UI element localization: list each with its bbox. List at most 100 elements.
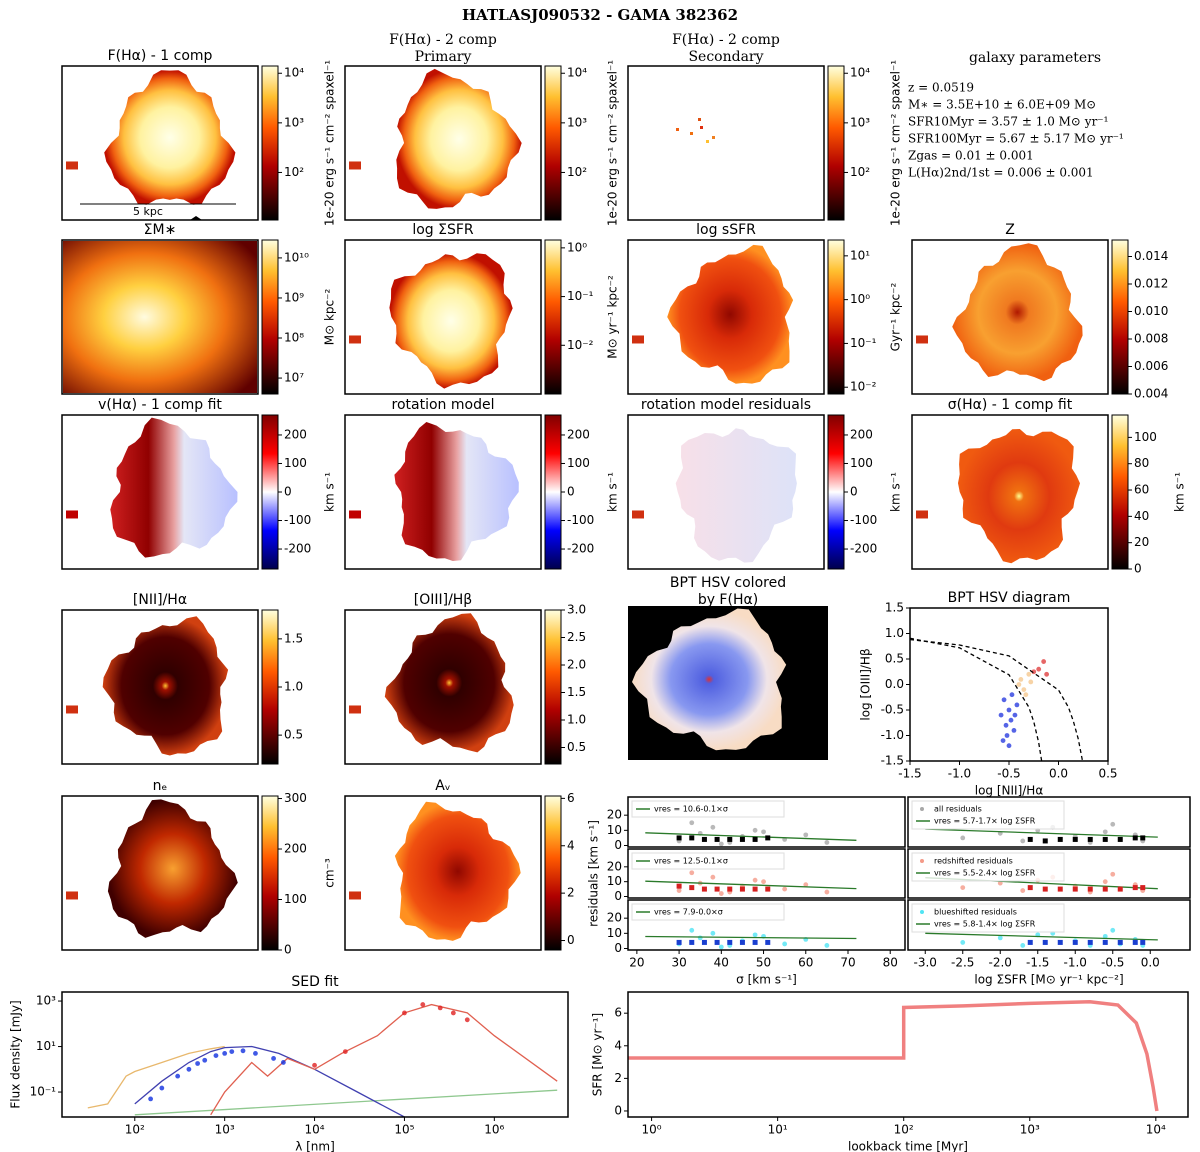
median-marker [1102, 939, 1108, 945]
x-tick-label: -2.5 [951, 956, 974, 970]
median-marker [1132, 885, 1138, 891]
parameter-line: SFR100Myr = 5.67 ± 5.17 M⊙ yr⁻¹ [908, 132, 1124, 146]
colorbar-tick-label: 0.5 [284, 728, 303, 742]
y-tick-label: 10 [607, 874, 622, 888]
median-marker [1087, 836, 1093, 842]
y-axis-label: log [OIII]/Hβ [859, 648, 873, 720]
point [689, 927, 695, 933]
point [782, 886, 788, 892]
point [697, 935, 703, 941]
point [280, 1060, 286, 1065]
x-axis-label: λ [nm] [295, 1140, 335, 1152]
x-tick-label: 80 [883, 956, 898, 970]
map-title: rotation model residuals [641, 397, 811, 413]
median-marker [676, 939, 682, 945]
median-marker [1102, 836, 1108, 842]
y-tick-label: 20 [607, 808, 622, 822]
point [1036, 666, 1042, 672]
colorbar-label: cm⁻³ [323, 858, 337, 888]
map-frame [61, 414, 259, 570]
point [752, 877, 758, 883]
median-marker [701, 836, 707, 842]
colorbar-tick-label: 100 [284, 892, 307, 906]
median-marker [739, 939, 745, 945]
colorbar-tick-label: 0.5 [567, 740, 586, 754]
point [710, 824, 716, 830]
point [1110, 871, 1116, 877]
median-marker [714, 939, 720, 945]
median-marker [689, 835, 695, 841]
x-tick-label: 20 [629, 956, 644, 970]
y-tick-label: -0.5 [881, 703, 904, 717]
point [1102, 879, 1108, 885]
parameter-line: Zgas = 0.01 ± 0.001 [908, 149, 1034, 163]
point [342, 1049, 348, 1054]
median-marker [1087, 939, 1093, 945]
colorbar-tick-label: 3.0 [567, 603, 586, 617]
colorbar-tick-label: 10³ [567, 115, 587, 129]
legend-label: blueshifted residuals [934, 908, 1017, 917]
map-background [628, 66, 824, 220]
legend-label: vres = 5.7-1.7× log ΣSFR [934, 817, 1036, 826]
x-axis-label: log [NII]/Hα [975, 784, 1044, 798]
point [450, 1010, 456, 1016]
x-axis-label: log ΣSFR [M⊙ yr⁻¹ kpc⁻²] [974, 973, 1123, 987]
point [710, 930, 716, 936]
median-marker [727, 939, 733, 945]
point [229, 1049, 235, 1054]
median-marker [689, 885, 695, 891]
map-pixel [66, 510, 78, 519]
colorbar-tick-label: 10² [567, 165, 587, 179]
map-pixel [349, 335, 361, 344]
legend-label: vres = 10.6-0.1×σ [654, 805, 728, 814]
point [253, 1050, 258, 1056]
colorbar-tick-label: 10⁻² [567, 338, 594, 352]
colorbar-tick-label: 10¹ [850, 248, 870, 262]
colorbar-tick-label: 0 [567, 485, 575, 499]
map-frame [61, 609, 259, 765]
colorbar-tick-label: -200 [850, 542, 877, 556]
colorbar-tick-label: 10⁴ [284, 66, 304, 80]
point [1000, 738, 1006, 743]
y-axis-label: residuals [km s⁻¹] [587, 820, 601, 927]
point [1004, 733, 1010, 738]
median-marker [1027, 885, 1033, 891]
point [1008, 717, 1014, 723]
median-marker [1042, 939, 1048, 945]
map-title: rotation model [392, 397, 495, 413]
point [1023, 692, 1029, 698]
x-tick-label: -0.5 [997, 767, 1020, 781]
median-marker [752, 939, 758, 945]
x-tick-label: 30 [671, 956, 686, 970]
point [1026, 671, 1032, 677]
point [824, 840, 830, 845]
map-frame [61, 65, 259, 221]
point [1031, 669, 1037, 675]
point [718, 891, 724, 896]
colorbar-tick-label: 10⁴ [850, 66, 870, 80]
map-image [396, 68, 522, 209]
map-title: ΣM∗ [144, 222, 177, 238]
plot-frame [907, 796, 1191, 848]
series-line [910, 638, 1084, 761]
point [402, 1010, 407, 1016]
point [213, 1053, 219, 1059]
parameter-line: M∗ = 3.5E+10 ± 6.0E+09 M⊙ [908, 98, 1096, 112]
point [1006, 743, 1012, 749]
x-axis-label: lookback time [Myr] [848, 1140, 968, 1152]
colorbar [544, 414, 562, 570]
map-frame [61, 795, 259, 951]
map-image [110, 417, 238, 558]
median-marker [1057, 886, 1063, 892]
plot-frame [627, 991, 1189, 1118]
x-tick-label: -1.5 [898, 767, 921, 781]
median-marker [1087, 886, 1093, 892]
median-marker [1117, 836, 1123, 842]
colorbar-label: M⊙ yr⁻¹ kpc⁻² [606, 275, 620, 359]
point [312, 1062, 317, 1068]
map-pixel [676, 128, 679, 131]
point [782, 941, 788, 947]
plot-frame [627, 796, 906, 848]
x-tick-label: 10⁰ [642, 1123, 662, 1137]
map-title: log sSFR [696, 222, 756, 238]
